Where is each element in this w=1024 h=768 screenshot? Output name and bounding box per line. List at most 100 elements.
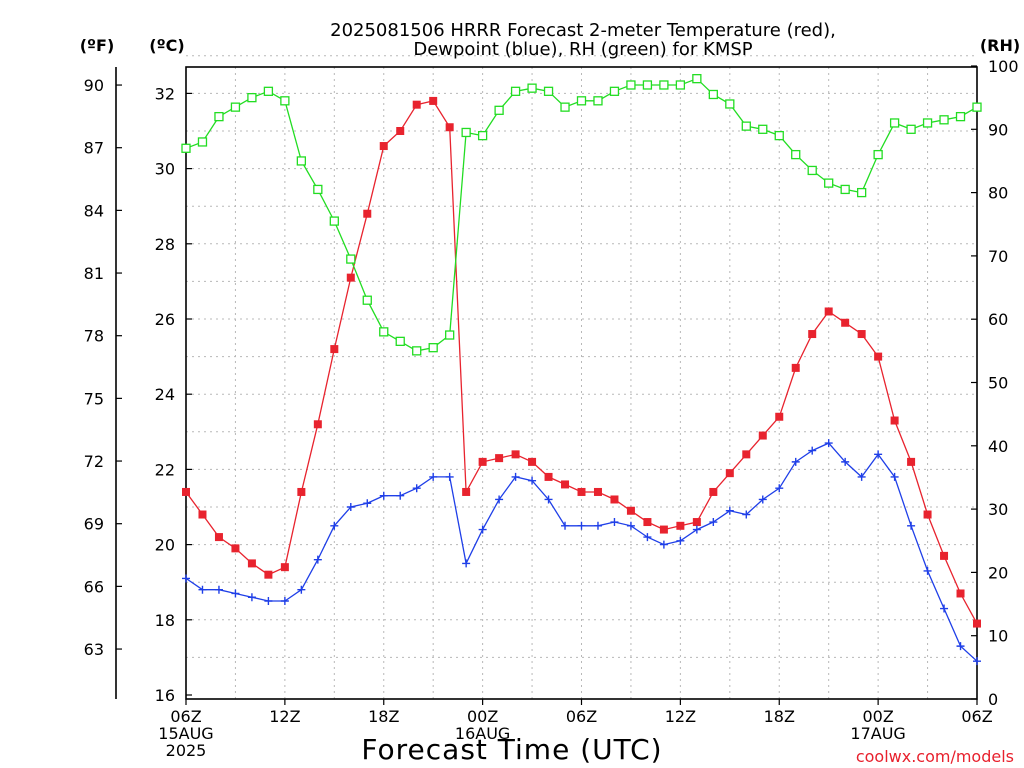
x-tick-label: 18Z: [368, 707, 399, 726]
rh-point: [609, 86, 620, 96]
rh-point: [758, 124, 768, 134]
rh-point: [230, 102, 241, 112]
dewpoint-point: [923, 566, 932, 575]
x-axis-title: Forecast Time (UTC): [361, 733, 662, 766]
dewpoint-point: [907, 521, 916, 530]
rh-point: [856, 187, 867, 198]
rh-point: [247, 93, 257, 103]
fahrenheit-tick-label: 78: [84, 327, 104, 346]
dewpoint-point: [297, 585, 306, 594]
temperature-series: [182, 96, 981, 628]
rh-point: [906, 124, 916, 134]
temperature-point: [330, 345, 339, 354]
fahrenheit-tick-label: 63: [84, 640, 104, 659]
dewpoint-point: [412, 484, 421, 493]
dewpoint-point: [841, 457, 850, 466]
rh-point: [181, 143, 191, 153]
dewpoint-point: [198, 585, 207, 594]
rh-point: [626, 80, 636, 90]
dewpoint-point: [577, 521, 586, 530]
rh-point: [692, 74, 702, 84]
x-tick-date-label: 17AUG: [850, 724, 905, 743]
temperature-point: [363, 209, 372, 218]
x-tick-label: 06Z: [170, 707, 201, 726]
dewpoint-point: [758, 495, 767, 504]
temperature-point: [264, 570, 273, 579]
dewpoint-point: [890, 472, 899, 481]
fahrenheit-tick-label: 75: [84, 389, 104, 408]
celsius-tick-label: 26: [155, 310, 175, 329]
fahrenheit-tick-label: 72: [84, 452, 104, 471]
dewpoint-point: [445, 472, 454, 481]
rh-point: [280, 96, 290, 106]
rh-point: [774, 130, 784, 141]
temperature-point: [692, 518, 701, 527]
temperature-point: [659, 525, 668, 534]
chart-title-line-1: 2025081506 HRRR Forecast 2-meter Tempera…: [330, 20, 836, 41]
rh-tick-label: 70: [988, 247, 1008, 266]
temperature-point: [940, 551, 949, 560]
rh-point: [741, 121, 751, 131]
celsius-tick-label: 20: [155, 536, 175, 555]
fahrenheit-tick-label: 69: [84, 515, 104, 534]
fahrenheit-tick-label: 90: [84, 76, 104, 95]
rh-point: [675, 80, 686, 90]
x-tick-date-label: 15AUG: [158, 724, 213, 743]
x-tick-label: 12Z: [269, 707, 300, 726]
temperature-point: [511, 450, 520, 459]
rh-point: [725, 99, 735, 109]
rh-point: [593, 96, 603, 106]
fahrenheit-axis-unit: (ºF): [80, 36, 115, 55]
celsius-tick-label: 24: [155, 385, 175, 404]
temperature-point: [725, 469, 734, 478]
dewpoint-point: [330, 521, 339, 530]
rh-point: [395, 336, 405, 347]
temperature-point: [577, 487, 586, 496]
rh-point: [889, 118, 900, 128]
temperature-point: [874, 352, 883, 361]
rh-point: [510, 86, 521, 96]
grid-lines: [186, 55, 977, 699]
temperature-point: [346, 273, 355, 282]
dewpoint-point: [676, 536, 685, 545]
temperature-point: [379, 142, 388, 151]
x-tick-label: 18Z: [764, 707, 795, 726]
dewpoint-point: [478, 525, 487, 534]
rh-point: [791, 149, 801, 160]
temperature-point: [791, 363, 800, 372]
dewpoint-point: [956, 642, 965, 651]
rh-series: [181, 74, 982, 356]
rh-point: [840, 184, 850, 195]
temperature-point: [610, 495, 619, 504]
temperature-point: [313, 420, 322, 429]
fahrenheit-tick-label: 84: [84, 201, 104, 220]
rh-point: [461, 127, 471, 138]
rh-tick-label: 30: [988, 500, 1008, 519]
temperature-point: [824, 307, 833, 316]
rh-point: [362, 295, 372, 305]
dewpoint-point: [561, 521, 570, 530]
dewpoint-point: [231, 589, 240, 598]
temperature-point: [857, 330, 866, 339]
rh-tick-label: 100: [988, 57, 1019, 76]
temperature-point: [528, 457, 537, 466]
temperature-point: [412, 100, 421, 109]
celsius-tick-label: 32: [155, 84, 175, 103]
rh-point: [445, 330, 455, 340]
x-tick-label: 00Z: [467, 707, 498, 726]
celsius-tick-label: 28: [155, 235, 175, 254]
dewpoint-point: [313, 555, 322, 564]
rh-point: [873, 149, 883, 160]
fahrenheit-tick-label: 87: [84, 139, 104, 158]
rh-line: [185, 77, 978, 352]
rh-point: [214, 111, 224, 122]
dewpoint-point: [824, 439, 833, 448]
fahrenheit-tick-label: 66: [84, 577, 104, 596]
rh-point: [477, 130, 488, 141]
rh-point: [972, 102, 982, 112]
rh-point: [412, 346, 422, 356]
rh-tick-label: 60: [988, 310, 1008, 329]
temperature-point: [973, 619, 981, 628]
x-tick-label: 06Z: [961, 707, 992, 726]
rh-point: [296, 156, 307, 166]
